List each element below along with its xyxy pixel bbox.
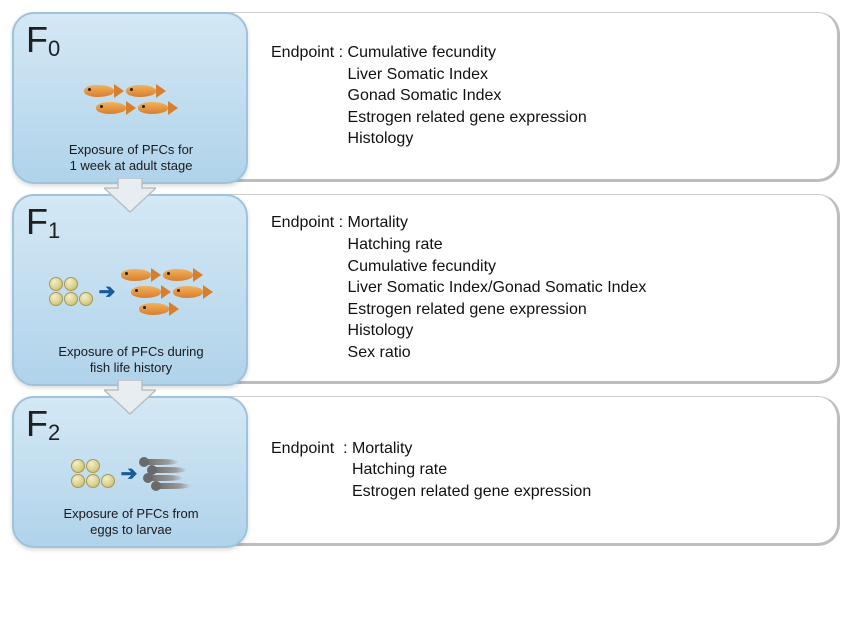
generation-row-f1: Endpoint : Mortality Hatching rate Cumul…	[12, 194, 840, 384]
endpoint-item: Sex ratio	[348, 342, 647, 364]
generation-caption: Exposure of PFCs for1 week at adult stag…	[26, 142, 236, 175]
eggs-icon	[49, 277, 93, 306]
endpoint-item: Cumulative fecundity	[348, 256, 647, 278]
endpoint-item: Cumulative fecundity	[348, 42, 587, 64]
endpoint-item: Liver Somatic Index	[348, 64, 587, 86]
endpoint-item: Estrogen related gene expression	[352, 481, 591, 503]
endpoint-item: Hatching rate	[352, 459, 591, 481]
endpoint-item: Gonad Somatic Index	[348, 85, 587, 107]
endpoint-item: Hatching rate	[348, 234, 647, 256]
generation-caption: Exposure of PFCs duringfish life history	[26, 344, 236, 377]
endpoint-label: Endpoint :	[271, 212, 348, 363]
endpoint-list-f0: Cumulative fecundity Liver Somatic Index…	[348, 42, 587, 150]
eggs-icon	[71, 459, 115, 488]
endpoint-list-f1: Mortality Hatching rate Cumulative fecun…	[348, 212, 647, 363]
endpoint-label: Endpoint :	[271, 42, 348, 150]
generation-box-f0: F0 Exposure of PFCs for1 week at adult s…	[12, 12, 248, 184]
endpoint-text-f0: Endpoint : Cumulative fecundity Liver So…	[271, 42, 587, 150]
endpoint-item: Mortality	[352, 438, 591, 460]
arrow-right-icon: ➔	[121, 461, 138, 486]
fish-icon	[121, 267, 213, 317]
arrow-right-icon: ➔	[99, 279, 116, 304]
eggs-to-larvae-illustration: ➔	[26, 442, 236, 506]
endpoint-item: Liver Somatic Index/Gonad Somatic Index	[348, 277, 647, 299]
generation-label: F0	[26, 22, 236, 58]
endpoint-text-f1: Endpoint : Mortality Hatching rate Cumul…	[271, 212, 646, 363]
eggs-to-adult-illustration: ➔	[26, 240, 236, 344]
endpoint-item: Estrogen related gene expression	[348, 299, 647, 321]
generation-row-f2: Endpoint : Mortality Hatching rate Estro…	[12, 396, 840, 546]
generation-row-f0: Endpoint : Cumulative fecundity Liver So…	[12, 12, 840, 182]
connector-arrow	[104, 380, 156, 406]
generation-caption: Exposure of PFCs fromeggs to larvae	[26, 506, 236, 539]
endpoint-item: Mortality	[348, 212, 647, 234]
endpoint-list-f2: Mortality Hatching rate Estrogen related…	[352, 438, 591, 503]
connector-arrow	[104, 178, 156, 204]
fish-illustration	[26, 58, 236, 142]
generation-box-f1: F1 ➔ Exposure of PFCs duringfish life hi…	[12, 194, 248, 386]
endpoint-label: Endpoint :	[271, 438, 352, 503]
endpoint-item: Histology	[348, 128, 587, 150]
endpoint-text-f2: Endpoint : Mortality Hatching rate Estro…	[271, 438, 591, 503]
endpoint-item: Histology	[348, 320, 647, 342]
larvae-icon	[143, 457, 191, 491]
endpoint-item: Estrogen related gene expression	[348, 107, 587, 129]
generation-box-f2: F2 ➔ Exposure of PFCs fromeggs to larvae	[12, 396, 248, 548]
